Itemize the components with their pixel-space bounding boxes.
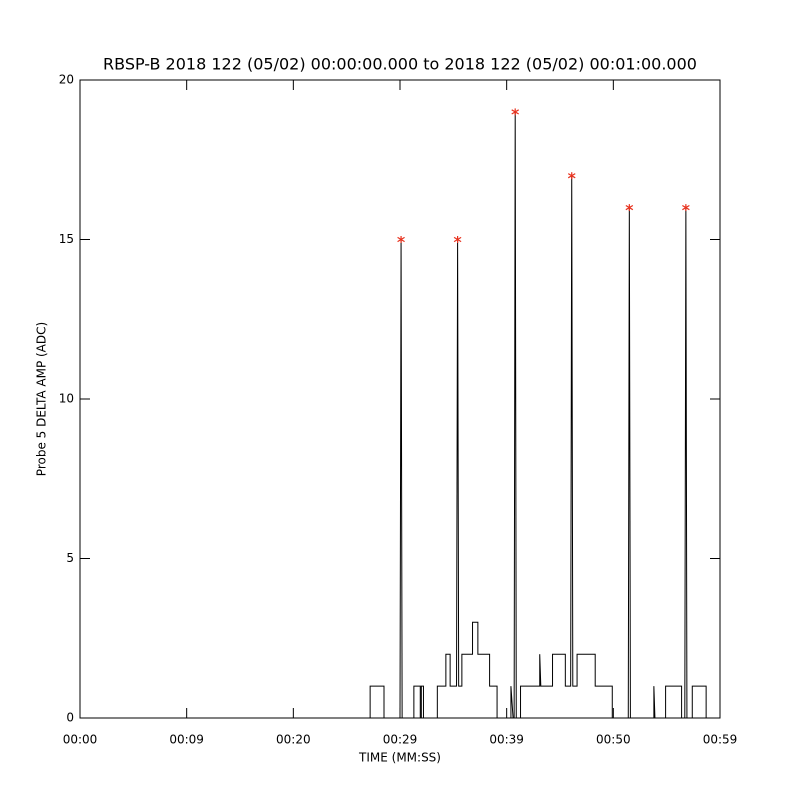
data-line <box>80 111 709 719</box>
x-tick-label: 00:59 <box>703 733 738 747</box>
y-tick-label: 0 <box>66 711 74 725</box>
chart-title: RBSP-B 2018 122 (05/02) 00:00:00.000 to … <box>103 55 697 74</box>
marker-stroke <box>567 173 576 179</box>
x-tick-label: 00:50 <box>596 733 631 747</box>
marker-stroke <box>397 236 405 243</box>
marker-stroke <box>453 236 462 243</box>
x-tick-label: 00:29 <box>383 733 418 747</box>
y-tick-label: 10 <box>59 392 74 406</box>
marker-stroke <box>511 109 520 115</box>
x-tick-label: 00:39 <box>489 733 524 747</box>
marker-stroke <box>625 204 634 211</box>
peak-marker <box>625 204 634 212</box>
peak-marker <box>567 172 576 180</box>
peak-marker <box>511 108 520 116</box>
marker-stroke <box>682 204 690 211</box>
peak-marker <box>453 236 462 243</box>
peak-marker <box>682 204 690 212</box>
x-tick-label: 00:09 <box>169 733 204 747</box>
y-tick-label: 5 <box>66 551 74 565</box>
y-tick-label: 20 <box>59 73 74 87</box>
y-axis-label: Probe 5 DELTA AMP (ADC) <box>35 322 49 476</box>
x-tick-label: 00:20 <box>276 733 311 747</box>
x-axis-label: TIME (MM:SS) <box>358 751 441 765</box>
y-tick-label: 15 <box>59 232 74 246</box>
x-tick-label: 00:00 <box>63 733 98 747</box>
peak-marker <box>397 236 405 243</box>
